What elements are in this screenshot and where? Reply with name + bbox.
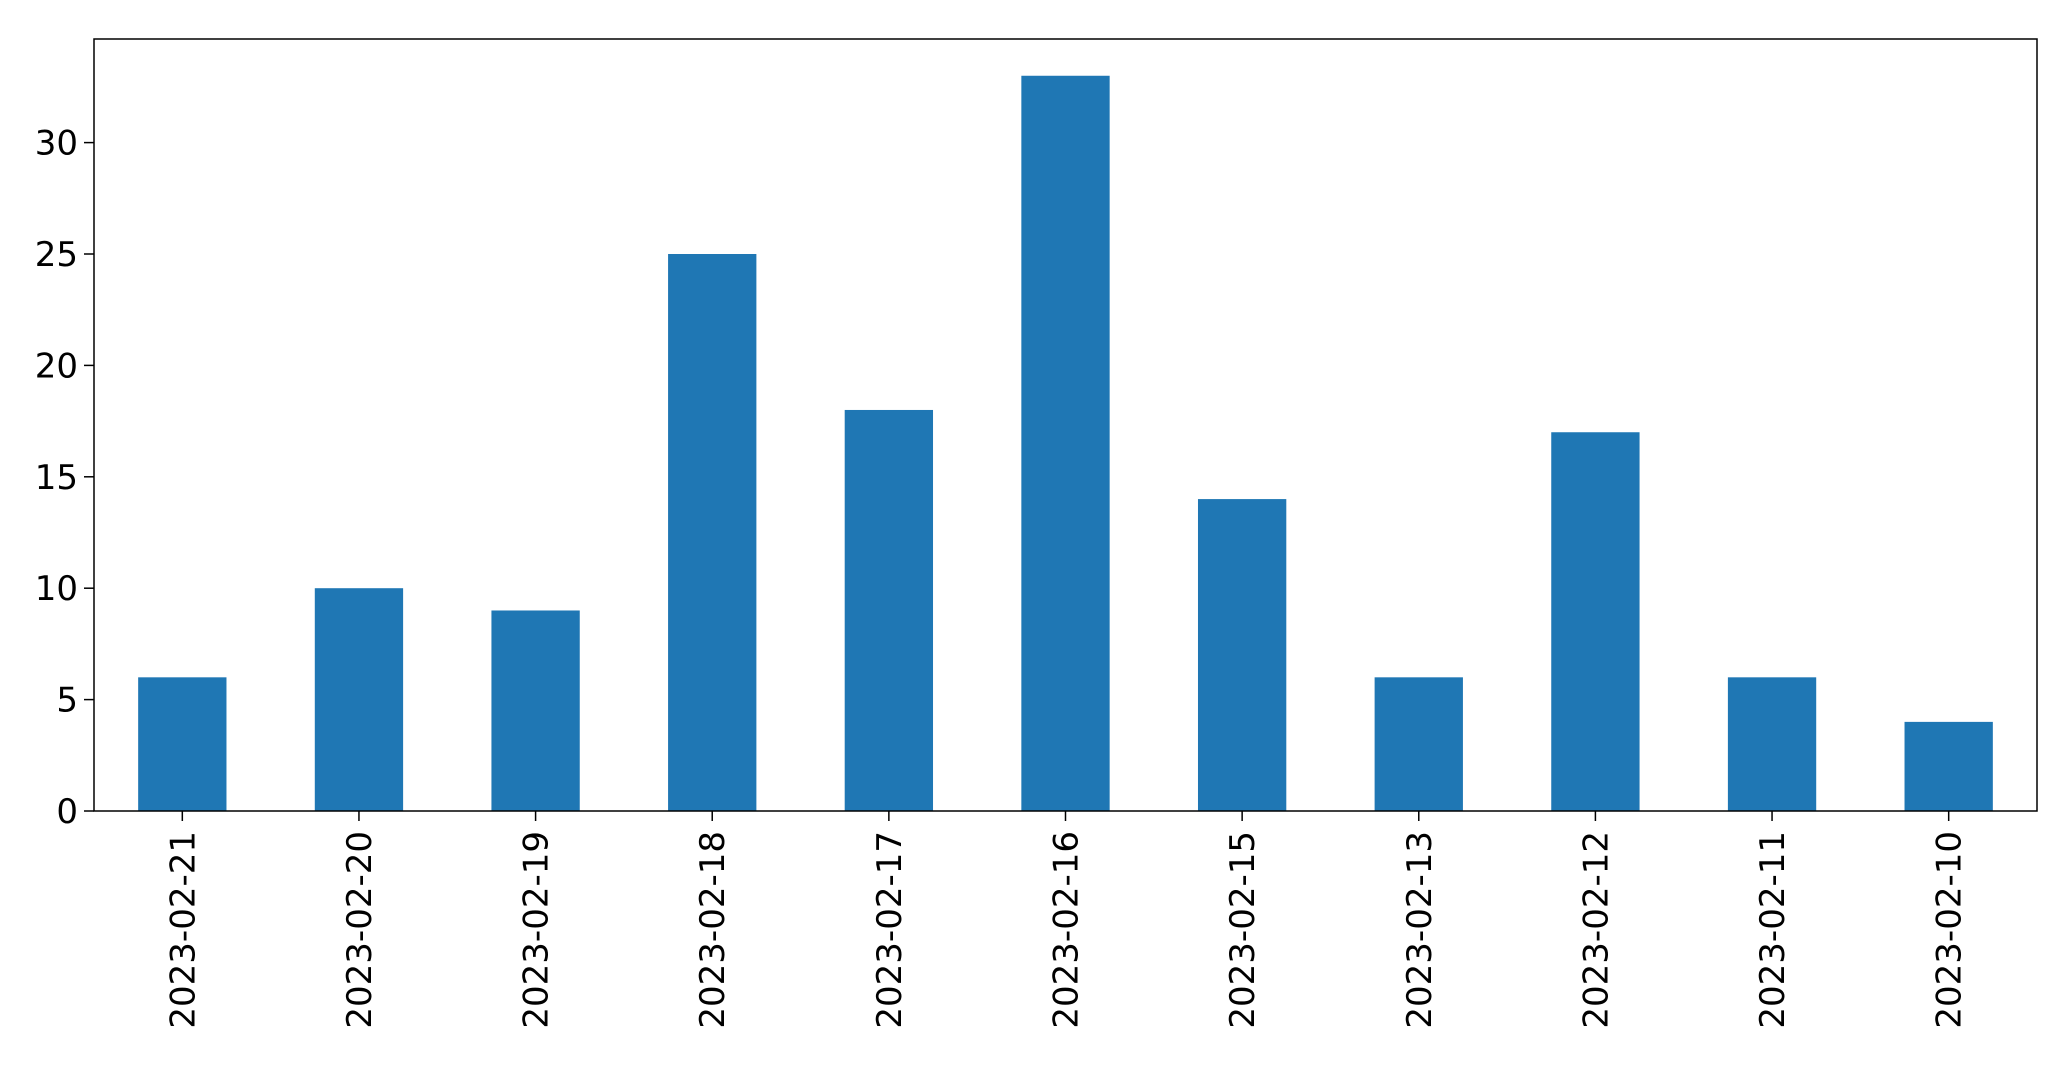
x-tick-label: 2023-02-13 bbox=[1400, 831, 1440, 1029]
plot-frame bbox=[93, 38, 2038, 812]
bar-2023-02-19 bbox=[491, 610, 580, 811]
x-tick-label: 2023-02-19 bbox=[517, 831, 557, 1029]
y-tick-label: 10 bbox=[35, 569, 78, 609]
y-axis: 0 5 10 15 20 25 30 bbox=[35, 124, 94, 832]
bar-2023-02-13 bbox=[1374, 677, 1463, 811]
bar-2023-02-15 bbox=[1197, 499, 1287, 811]
x-tick-label: 2023-02-21 bbox=[163, 831, 203, 1029]
bar-2023-02-16 bbox=[1021, 75, 1110, 811]
x-tick-label: 2023-02-12 bbox=[1576, 831, 1616, 1029]
bar-2023-02-18 bbox=[668, 254, 757, 811]
bar-2023-02-12 bbox=[1551, 432, 1640, 811]
y-tick-label: 5 bbox=[56, 681, 78, 721]
y-tick-label: 15 bbox=[35, 458, 78, 498]
x-tick-label: 2023-02-17 bbox=[870, 831, 910, 1029]
x-tick-label: 2023-02-10 bbox=[1930, 831, 1970, 1029]
y-tick-label: 20 bbox=[35, 346, 78, 386]
x-axis: 2023-02-21 2023-02-20 2023-02-19 2023-02-18… bbox=[163, 811, 1970, 1029]
y-tick-label: 25 bbox=[35, 235, 78, 275]
x-tick-label: 2023-02-11 bbox=[1753, 831, 1793, 1029]
bars-layer bbox=[138, 75, 1993, 811]
x-tick-label: 2023-02-16 bbox=[1047, 831, 1087, 1029]
x-tick-label: 2023-02-18 bbox=[693, 831, 733, 1029]
y-tick-label: 30 bbox=[35, 124, 78, 164]
bar-2023-02-17 bbox=[844, 409, 934, 811]
x-tick-label: 2023-02-15 bbox=[1223, 831, 1263, 1029]
bar-2023-02-20 bbox=[314, 588, 404, 811]
bar-2023-02-11 bbox=[1727, 677, 1817, 811]
y-tick-label: 0 bbox=[56, 792, 78, 832]
x-tick-label: 2023-02-20 bbox=[340, 831, 380, 1029]
bar-2023-02-21 bbox=[138, 677, 227, 811]
bar-2023-02-10 bbox=[1904, 721, 1993, 811]
